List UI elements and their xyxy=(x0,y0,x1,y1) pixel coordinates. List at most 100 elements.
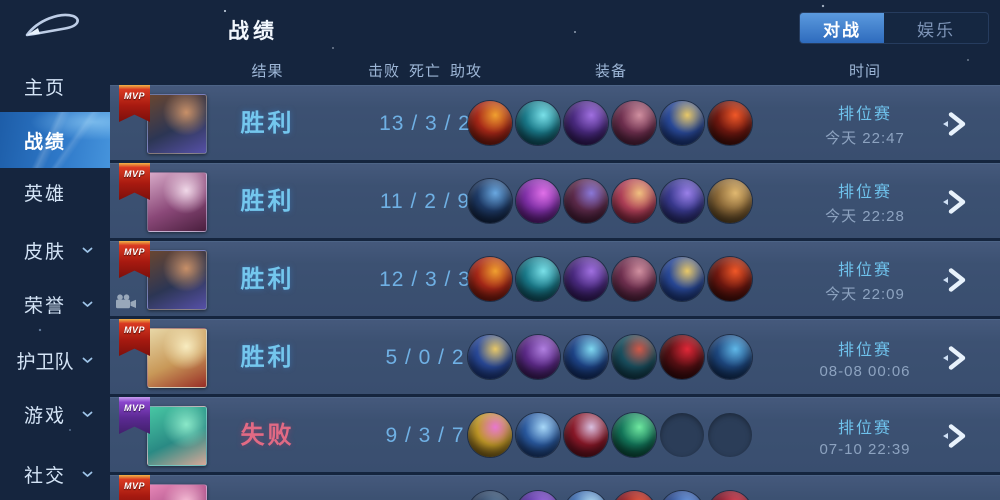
sidebar-item-5[interactable]: 护卫队 xyxy=(0,338,110,382)
chevron-down-icon xyxy=(82,301,93,307)
column-equipment: 装备 xyxy=(594,63,627,80)
sidebar-item-4[interactable]: 荣誉 xyxy=(0,282,110,326)
hero-avatar[interactable] xyxy=(147,484,207,500)
chevron-down-icon xyxy=(82,411,93,417)
item-crimson-armor[interactable] xyxy=(612,257,656,301)
mvp-badge-label: MVP xyxy=(123,169,145,179)
chevron-right-icon[interactable] xyxy=(940,266,968,294)
item-red-battleaxe[interactable] xyxy=(468,101,512,145)
match-row[interactable]: MVP 胜利 5 / 0 / 2 排位赛 08-08 00:06 xyxy=(110,319,1000,394)
match-time-block: 排位赛 今天 22:09 xyxy=(798,242,932,317)
match-timestamp: 今天 22:47 xyxy=(825,129,905,147)
item-ice-staff[interactable] xyxy=(660,179,704,223)
sidebar-item-label: 荣誉 xyxy=(23,295,66,317)
item-cyan-boots[interactable] xyxy=(516,257,560,301)
item-red-eye-orb[interactable] xyxy=(708,101,752,145)
chevron-right-icon[interactable] xyxy=(940,188,968,216)
match-result: 胜利 xyxy=(240,110,295,137)
mvp-badge: MVP xyxy=(119,475,150,500)
match-row[interactable]: MVP 失败 9 / 3 / 7 排位赛 07-10 22:39 xyxy=(110,397,1000,472)
mvp-badge: MVP xyxy=(119,397,150,434)
sidebar-item-6[interactable]: 游戏 xyxy=(0,392,110,436)
equipment-list xyxy=(468,179,752,223)
sidebar-item-label: 战绩 xyxy=(23,131,66,153)
item-crimson-armor[interactable] xyxy=(612,101,656,145)
tab-entertainment[interactable]: 娱乐 xyxy=(917,20,955,40)
match-result: 胜利 xyxy=(240,344,295,371)
hero-avatar[interactable] xyxy=(147,406,207,466)
match-mode-label: 排位赛 xyxy=(837,341,892,359)
sidebar-item-0[interactable]: 主页 xyxy=(0,64,110,108)
item-pink-tome[interactable] xyxy=(612,179,656,223)
item-dark-cloak[interactable] xyxy=(564,179,608,223)
item-red-battleaxe[interactable] xyxy=(612,491,656,500)
item-light-blue-wing[interactable] xyxy=(564,491,608,500)
chevron-right-icon[interactable] xyxy=(940,344,968,372)
match-result xyxy=(220,476,315,500)
sidebar-item-7[interactable]: 社交 xyxy=(0,452,110,496)
chevron-right-icon[interactable] xyxy=(940,110,968,138)
equipment-list xyxy=(468,413,752,457)
item-navy-boots[interactable] xyxy=(468,179,512,223)
item-blue-gold-spear[interactable] xyxy=(468,335,512,379)
sidebar-item-1[interactable]: 战绩 xyxy=(0,112,110,168)
match-row[interactable]: MVP 胜利 11 / 2 / 9 排位赛 今天 22:28 xyxy=(110,163,1000,238)
kda-value: 5 / 0 / 2 xyxy=(385,346,465,369)
item-purple-blade[interactable] xyxy=(516,491,560,500)
match-row[interactable]: MVP 胜利 13 / 3 / 2 排位赛 今天 22:47 xyxy=(110,85,1000,160)
sidebar-item-label: 主页 xyxy=(23,77,66,99)
match-result: 失败 xyxy=(240,422,295,449)
item-purple-scythe[interactable] xyxy=(516,335,560,379)
item-green-charm[interactable] xyxy=(612,413,656,457)
item-blue-orb[interactable] xyxy=(660,491,704,500)
tab-battle[interactable]: 对战 xyxy=(800,13,884,43)
kda-value: 11 / 2 / 9 xyxy=(379,190,471,213)
item-blue-idol[interactable] xyxy=(516,413,560,457)
item-red-battleaxe[interactable] xyxy=(468,257,512,301)
item-wooden-book[interactable] xyxy=(708,179,752,223)
item-red-crystal[interactable] xyxy=(564,413,608,457)
hero-avatar[interactable] xyxy=(147,250,207,310)
match-time-block: 排位赛 08-08 00:06 xyxy=(798,320,932,395)
hero-avatar[interactable] xyxy=(147,94,207,154)
mvp-badge-label: MVP xyxy=(123,481,145,491)
tab-group: 对战 娱乐 xyxy=(800,13,988,43)
match-row[interactable]: MVP 胜利 12 / 3 / 3 排位赛 今天 22:09 xyxy=(110,241,1000,316)
item-teal-red-boots[interactable] xyxy=(612,335,656,379)
item-red-eye-orb[interactable] xyxy=(708,257,752,301)
column-kda: 击败 死亡 助攻 xyxy=(335,60,515,81)
equipment-list xyxy=(468,257,752,301)
item-crimson-orb[interactable] xyxy=(708,491,752,500)
column-time: 时间 xyxy=(848,63,881,80)
match-row[interactable]: MVP 排位赛 xyxy=(110,475,1000,500)
replay-camera-icon[interactable] xyxy=(115,294,137,309)
kda-value: 9 / 3 / 7 xyxy=(385,424,465,447)
item-gold-pink-gem[interactable] xyxy=(468,413,512,457)
table-header: 结果 击败 死亡 助攻 装备 时间 xyxy=(110,55,1000,85)
item-ice-shard[interactable] xyxy=(708,335,752,379)
chevron-right-icon[interactable] xyxy=(940,422,968,450)
item-slate-armor[interactable] xyxy=(468,491,512,500)
hero-avatar[interactable] xyxy=(147,328,207,388)
item-purple-blade[interactable] xyxy=(564,257,608,301)
sidebar-item-2[interactable]: 英雄 xyxy=(0,170,110,214)
equipment-list xyxy=(468,101,752,145)
item-red-orb[interactable] xyxy=(660,335,704,379)
item-blue-trident[interactable] xyxy=(564,335,608,379)
hero-avatar[interactable] xyxy=(147,172,207,232)
item-purple-blade[interactable] xyxy=(564,101,608,145)
match-time-block: 排位赛 今天 22:28 xyxy=(798,164,932,239)
sidebar-item-3[interactable]: 皮肤 xyxy=(0,228,110,272)
app-logo-icon[interactable] xyxy=(24,10,82,40)
item-blue-gold-spear[interactable] xyxy=(660,257,704,301)
mvp-badge-label: MVP xyxy=(123,247,145,257)
mvp-badge-label: MVP xyxy=(123,403,145,413)
match-timestamp: 今天 22:09 xyxy=(825,285,905,303)
sidebar-item-label: 游戏 xyxy=(23,405,66,427)
sidebar-item-label: 护卫队 xyxy=(16,351,74,373)
equipment-list xyxy=(468,491,752,500)
item-cyan-boots[interactable] xyxy=(516,101,560,145)
item-magenta-claw[interactable] xyxy=(516,179,560,223)
item-blue-gold-spear[interactable] xyxy=(660,101,704,145)
chevron-down-icon xyxy=(82,471,93,477)
